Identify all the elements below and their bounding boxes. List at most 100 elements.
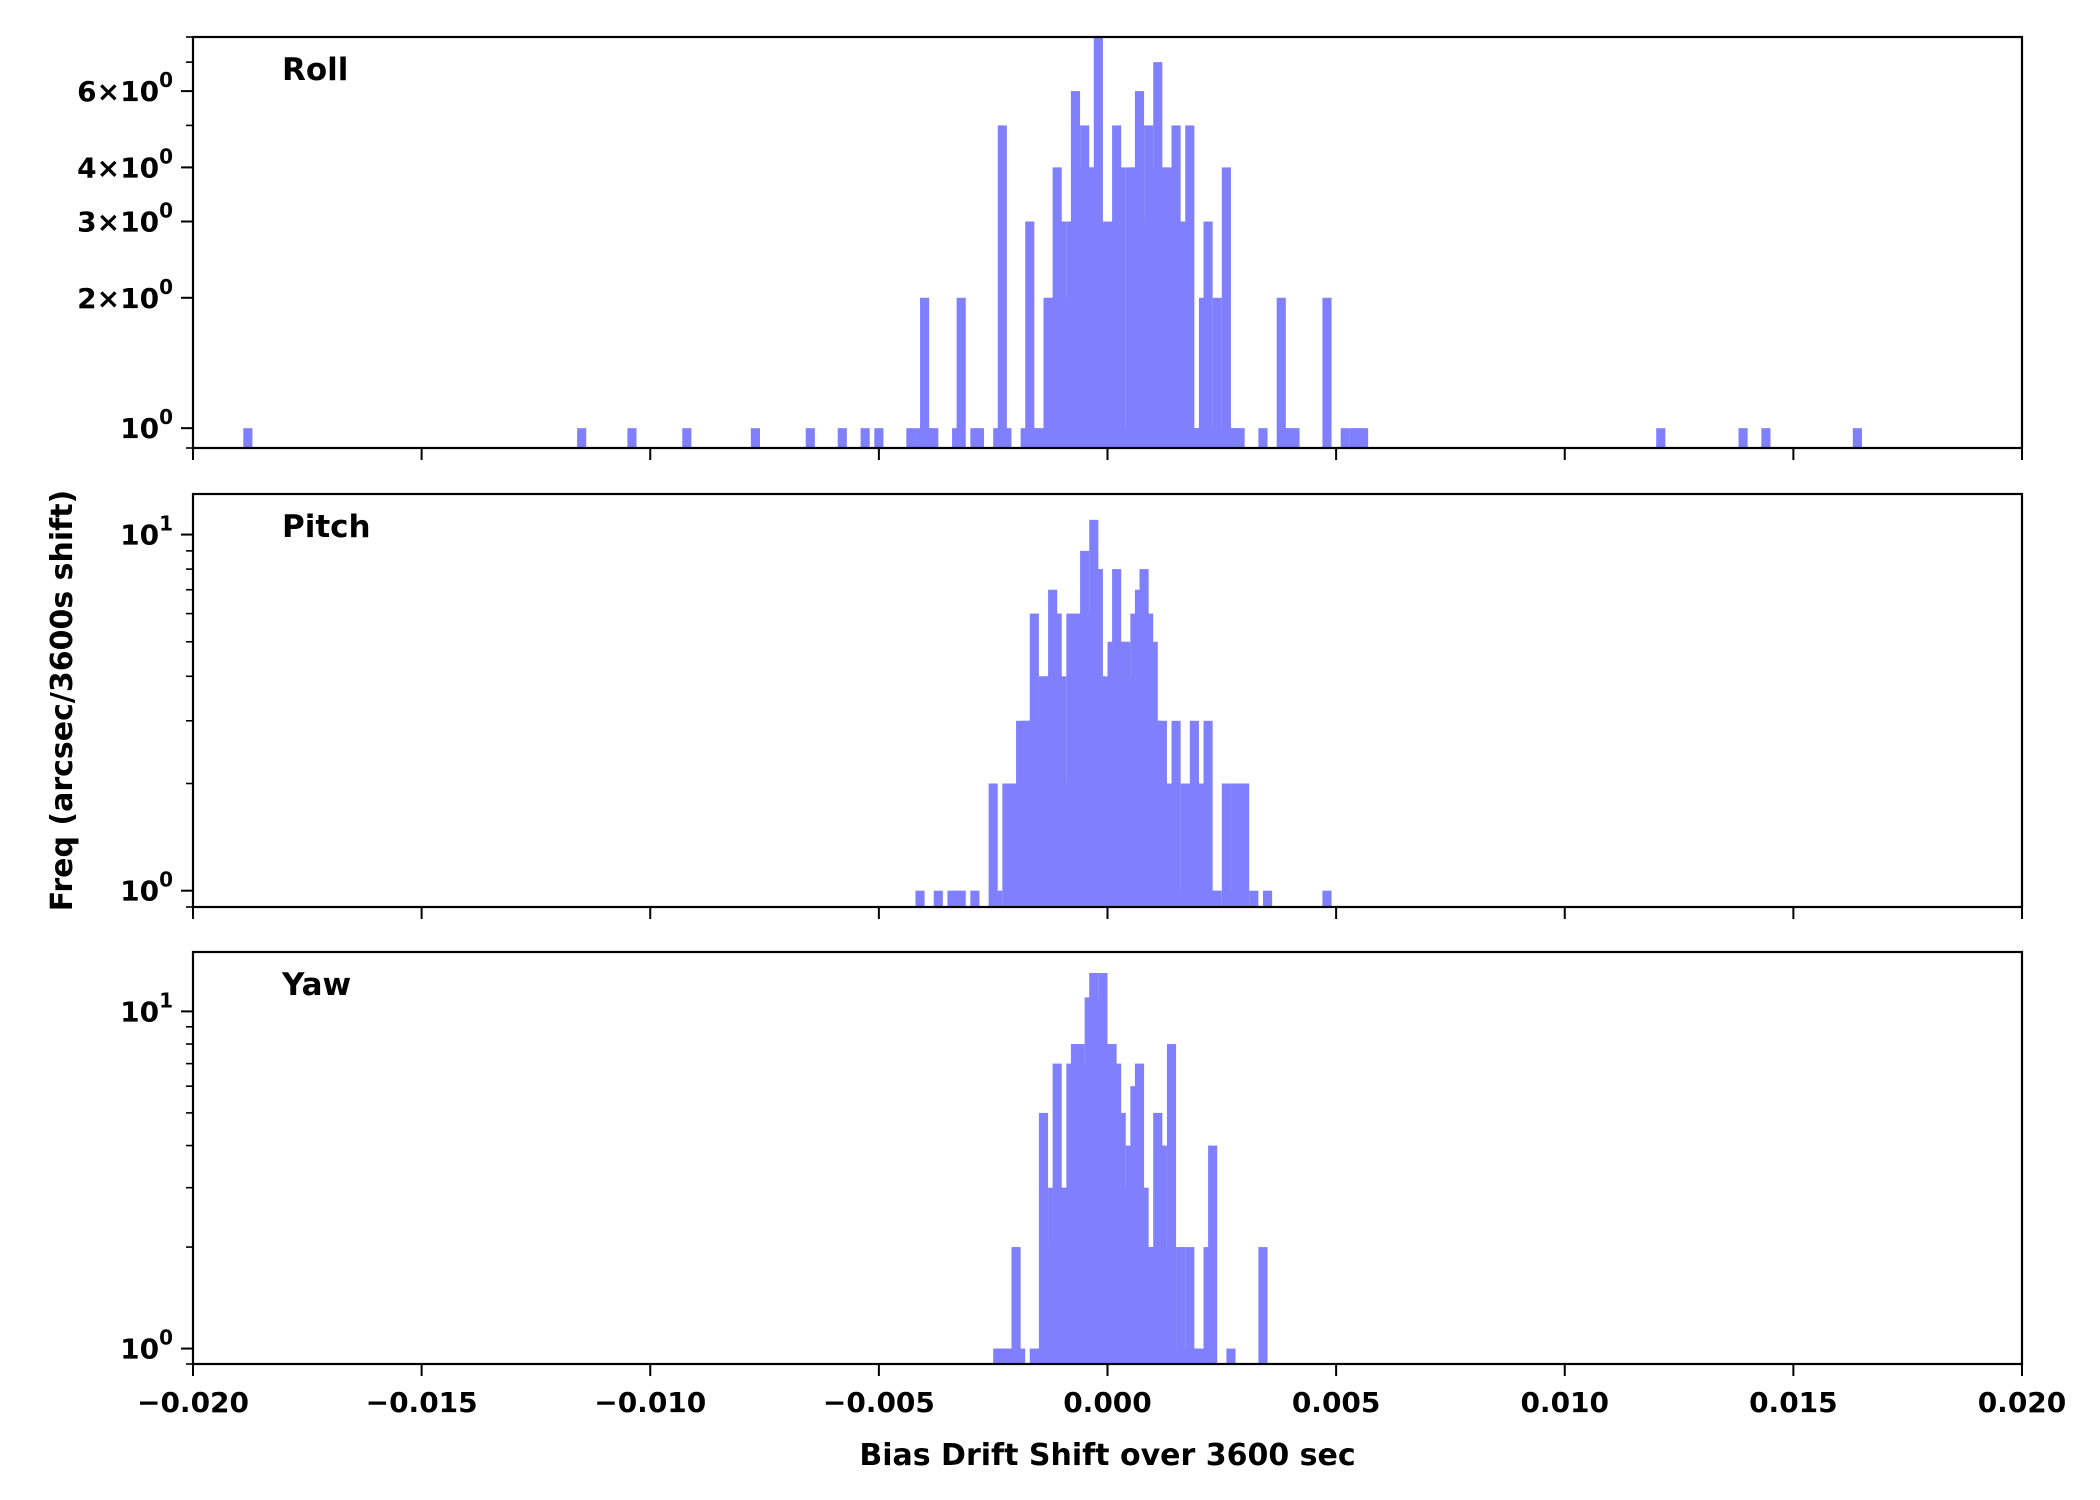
- histogram-bar: [1153, 720, 1163, 907]
- histogram-bar: [1212, 297, 1222, 448]
- histogram-bars: [243, 37, 1862, 449]
- histogram-bar: [952, 428, 962, 448]
- histogram-bar: [1176, 221, 1186, 448]
- histogram-bar: [1761, 428, 1771, 448]
- histogram-bar: [1011, 1247, 1021, 1364]
- histogram-bar: [956, 890, 966, 907]
- histogram-bar: [1208, 428, 1218, 448]
- histogram-bar: [1212, 890, 1222, 907]
- histogram-bar: [860, 428, 870, 448]
- histogram-bar: [1098, 221, 1108, 448]
- histogram-bar: [1354, 428, 1364, 448]
- histogram-bar: [1162, 783, 1172, 907]
- histogram-bar: [933, 890, 943, 907]
- histogram-bar: [1006, 1348, 1017, 1364]
- histogram-bar: [1221, 167, 1231, 448]
- histogram-bar: [906, 428, 916, 448]
- x-axis-title: Bias Drift Shift over 3600 sec: [859, 1438, 1355, 1473]
- histogram-bar: [1852, 428, 1862, 448]
- histogram-bar: [1144, 1247, 1154, 1364]
- histogram-bar: [243, 428, 253, 448]
- histogram-bar: [1221, 783, 1231, 907]
- y-axis-title: Freq (arcsec/3600s shift): [45, 490, 80, 912]
- histogram-bar: [1075, 167, 1085, 448]
- y-tick-label: 100: [120, 1326, 173, 1366]
- histogram-bar: [1098, 676, 1108, 907]
- histogram-bar: [1144, 613, 1154, 907]
- histogram-bar: [1057, 221, 1067, 448]
- y-tick-label: 101: [120, 988, 173, 1028]
- histogram-bar: [1075, 613, 1085, 907]
- histogram-bar: [1285, 428, 1295, 448]
- histogram-bar: [993, 890, 1003, 907]
- histogram-bar: [1134, 1063, 1145, 1364]
- pitch-panel: 100 101 Pitch: [120, 492, 2024, 919]
- histogram-bar: [1276, 297, 1286, 448]
- histogram-bar: [1656, 428, 1666, 448]
- histogram-bar: [1208, 1145, 1218, 1364]
- histogram-bar: [915, 890, 925, 907]
- histogram-bar: [1240, 783, 1250, 907]
- x-tick-label: −0.005: [823, 1386, 935, 1419]
- histogram-bar: [577, 428, 587, 448]
- histogram-bar: [1176, 1247, 1186, 1364]
- histogram-bar: [750, 428, 760, 448]
- histogram-bar: [1093, 997, 1103, 1364]
- histogram-bar: [1185, 125, 1195, 449]
- x-tick-label: −0.020: [137, 1386, 249, 1419]
- y-tick-label: 6×100: [77, 68, 173, 108]
- x-tick-label: 0.010: [1520, 1386, 1609, 1419]
- histogram-bar: [997, 125, 1007, 449]
- histogram-bar: [1340, 428, 1350, 448]
- histogram-bar: [920, 297, 930, 448]
- yaw-panel: 100 101 −0.020 −0.015 −0.010 −0.005 0.000 0.005…: [120, 950, 2066, 1419]
- histogram-bar: [1262, 890, 1273, 907]
- histogram-bar: [1130, 1086, 1140, 1364]
- histogram-bar: [1093, 569, 1103, 907]
- histogram-bar: [1358, 428, 1369, 448]
- x-tick-label: −0.015: [366, 1386, 478, 1419]
- axes-frame: [191, 492, 2024, 909]
- histogram-bar: [1185, 1247, 1195, 1364]
- histogram-bar: [1025, 221, 1035, 448]
- histogram-bar: [1258, 428, 1268, 448]
- histogram-bar: [956, 297, 966, 448]
- histogram-bar: [1080, 125, 1090, 449]
- roll-panel: 100 2×100 3×100 4×100 6×100 Roll: [77, 35, 2024, 460]
- histogram-bar: [1171, 1348, 1181, 1364]
- histogram-bars: [993, 972, 1268, 1364]
- histogram-bar: [1020, 428, 1030, 448]
- histogram-bar: [1034, 428, 1044, 448]
- histogram-bar: [1116, 167, 1126, 448]
- histogram-bar: [1116, 1112, 1126, 1364]
- histogram-bar: [1258, 1247, 1268, 1364]
- histogram-bar: [1002, 428, 1012, 448]
- histogram-bar: [1116, 641, 1126, 907]
- y-tick-label: 100: [120, 405, 173, 445]
- panel-label: Roll: [282, 52, 348, 88]
- histogram-bar: [1130, 613, 1140, 907]
- x-tick-label: −0.010: [594, 1386, 706, 1419]
- y-tick-label: 3×100: [77, 199, 173, 239]
- axes-frame: [191, 35, 2024, 450]
- histogram-bar: [1208, 890, 1218, 907]
- histogram-bar: [1249, 890, 1259, 907]
- histogram-bar: [1038, 676, 1049, 907]
- y-tick-label: 101: [120, 512, 173, 552]
- y-tick-label: 100: [120, 868, 173, 908]
- histogram-bar: [1166, 1044, 1177, 1364]
- histogram-bar: [1738, 428, 1748, 448]
- histogram-bar: [1134, 91, 1145, 449]
- histogram-bar: [1075, 1044, 1085, 1364]
- histogram-bar: [1080, 1063, 1090, 1364]
- x-tick-label: 0.000: [1063, 1386, 1152, 1419]
- histogram-bar: [1290, 428, 1300, 448]
- histogram-bar: [1322, 890, 1332, 907]
- histogram-bar: [1322, 297, 1332, 448]
- histogram-bar: [874, 428, 884, 448]
- histogram-bar: [1098, 972, 1108, 1364]
- histogram-bar: [1153, 1112, 1163, 1364]
- histogram-bar: [837, 428, 847, 448]
- axes-frame: [191, 950, 2024, 1366]
